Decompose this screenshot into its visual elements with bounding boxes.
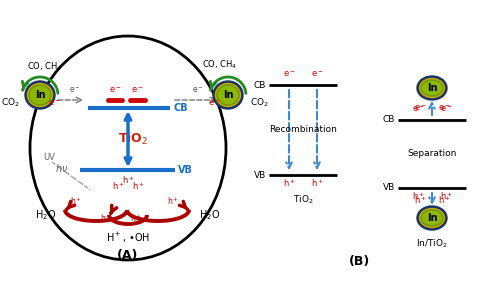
Ellipse shape xyxy=(421,210,443,226)
Text: h$^+$: h$^+$ xyxy=(112,180,124,192)
Text: In: In xyxy=(427,83,437,93)
Ellipse shape xyxy=(30,36,226,260)
Text: h$^+$: h$^+$ xyxy=(100,212,112,224)
Text: In: In xyxy=(223,90,233,100)
Ellipse shape xyxy=(216,83,240,106)
Ellipse shape xyxy=(420,208,444,227)
Text: e$^-$: e$^-$ xyxy=(192,85,204,95)
Text: h$^+$: h$^+$ xyxy=(440,190,452,202)
Text: VB: VB xyxy=(254,170,266,179)
Text: VB: VB xyxy=(383,183,395,193)
Text: TiO$_2$: TiO$_2$ xyxy=(118,131,148,147)
Text: e$^-$: e$^-$ xyxy=(48,98,60,108)
Text: CO, CH$_4$: CO, CH$_4$ xyxy=(28,61,62,73)
Text: e$^-$: e$^-$ xyxy=(69,85,81,95)
Text: e$^-$: e$^-$ xyxy=(440,105,452,114)
Text: CO$_2$: CO$_2$ xyxy=(1,97,20,109)
Text: H$^+$, •OH: H$^+$, •OH xyxy=(106,231,150,245)
Text: h$^+$: h$^+$ xyxy=(130,212,142,224)
Text: (A): (A) xyxy=(118,248,139,262)
Text: CO$_2$: CO$_2$ xyxy=(250,97,269,109)
Text: CB: CB xyxy=(382,116,395,124)
Text: e$^-$: e$^-$ xyxy=(438,103,450,113)
Text: CO, CH$_4$: CO, CH$_4$ xyxy=(202,59,237,71)
Text: TiO$_2$: TiO$_2$ xyxy=(292,193,314,206)
Text: e$^-$: e$^-$ xyxy=(310,69,324,79)
Text: e$^-$: e$^-$ xyxy=(130,85,143,95)
Text: UV: UV xyxy=(43,153,55,162)
Text: H$_2$O: H$_2$O xyxy=(36,208,56,222)
Text: In: In xyxy=(427,213,437,223)
Text: h$^+$: h$^+$ xyxy=(438,194,450,206)
Text: h$^+$: h$^+$ xyxy=(70,195,82,207)
Text: VB: VB xyxy=(178,165,193,175)
Text: e$^-$: e$^-$ xyxy=(414,103,426,113)
Text: (B): (B) xyxy=(350,256,370,268)
Text: h$^+$: h$^+$ xyxy=(122,174,134,186)
Ellipse shape xyxy=(213,81,243,109)
Ellipse shape xyxy=(420,78,444,97)
Text: Recombination: Recombination xyxy=(269,126,337,135)
Text: e$^-$: e$^-$ xyxy=(108,85,122,95)
Text: CB: CB xyxy=(173,103,188,113)
Text: e$^-$: e$^-$ xyxy=(208,98,220,108)
Text: h$^+$: h$^+$ xyxy=(414,194,426,206)
Text: CB: CB xyxy=(254,80,266,89)
Ellipse shape xyxy=(29,85,51,105)
Ellipse shape xyxy=(25,81,55,109)
Ellipse shape xyxy=(28,83,52,106)
Text: h$^+$: h$^+$ xyxy=(412,190,424,202)
Ellipse shape xyxy=(421,80,443,96)
Text: h$^+$: h$^+$ xyxy=(310,177,324,189)
Text: $h\nu$: $h\nu$ xyxy=(55,162,68,174)
Text: h$^+$: h$^+$ xyxy=(132,180,144,192)
Text: h$^+$: h$^+$ xyxy=(167,195,179,207)
Text: Separation: Separation xyxy=(408,149,457,158)
Ellipse shape xyxy=(217,85,239,105)
Text: In/TiO$_2$: In/TiO$_2$ xyxy=(416,238,448,250)
Text: e$^-$: e$^-$ xyxy=(412,105,424,114)
Text: e$^-$: e$^-$ xyxy=(282,69,296,79)
Text: In: In xyxy=(35,90,45,100)
Text: H$_2$O: H$_2$O xyxy=(200,208,220,222)
Ellipse shape xyxy=(417,76,447,100)
Ellipse shape xyxy=(417,206,447,230)
Text: h$^+$: h$^+$ xyxy=(282,177,296,189)
